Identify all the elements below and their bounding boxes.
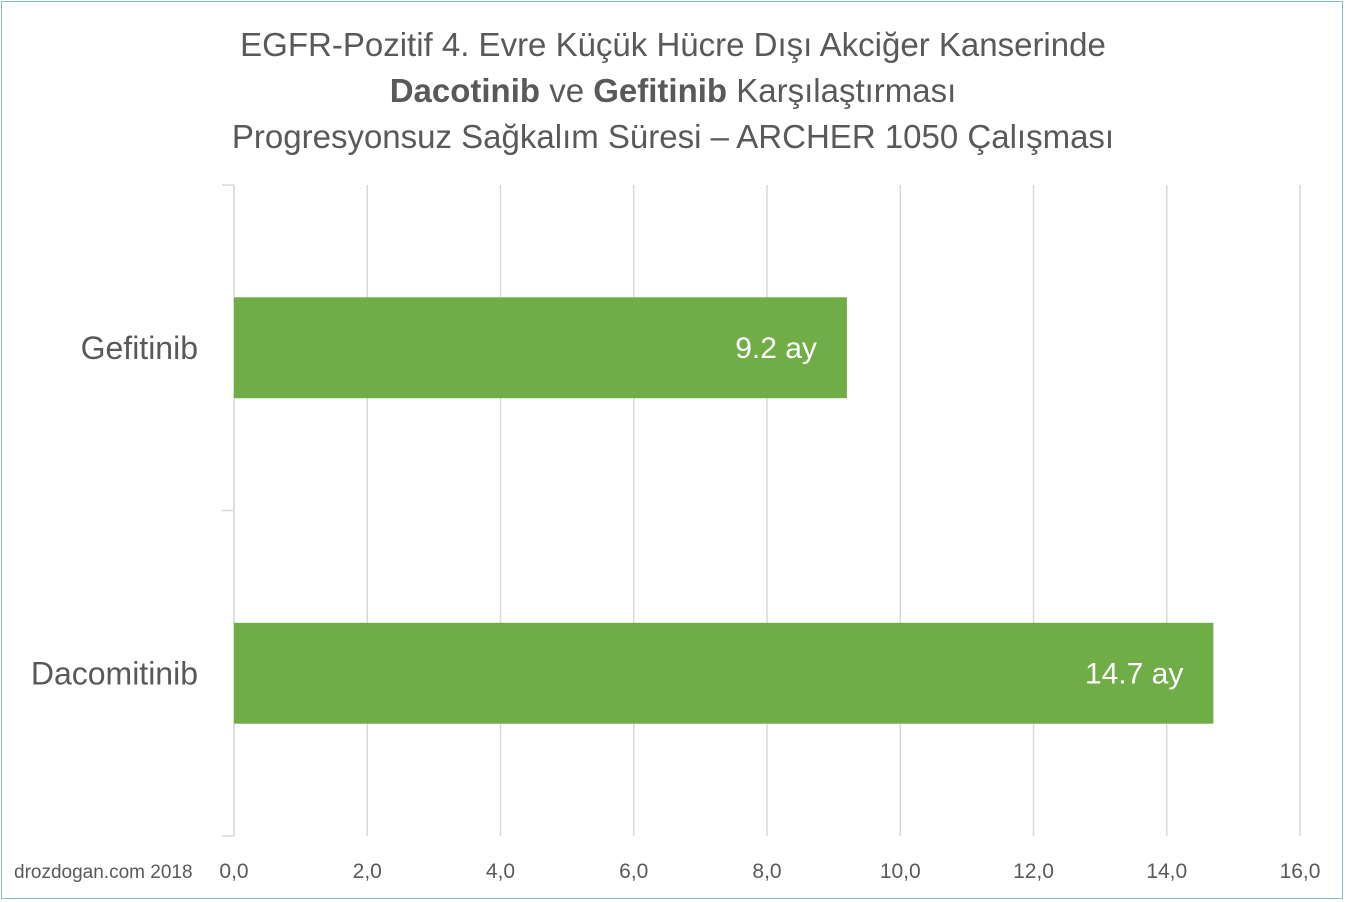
x-tick-label: 6,0 (619, 860, 648, 883)
x-tick-label: 12,0 (1013, 860, 1054, 883)
x-tick-label: 8,0 (752, 860, 781, 883)
title-line-3: Progresyonsuz Sağkalım Süresi – ARCHER 1… (231, 118, 1115, 155)
x-tick-label: 10,0 (880, 860, 921, 883)
title-line-1: EGFR-Pozitif 4. Evre Küçük Hücre Dışı Ak… (240, 26, 1106, 63)
credit-text: drozdogan.com 2018 (14, 862, 193, 883)
title-line-2: Dacotinib ve Gefitinib Karşılaştırması (0, 68, 1346, 114)
x-tick-label: 4,0 (486, 860, 515, 883)
category-label: Dacomitinib (31, 655, 198, 691)
x-tick-label: 14,0 (1146, 860, 1187, 883)
category-label: Gefitinib (81, 330, 198, 366)
title-drug-a: Dacotinib (389, 72, 541, 109)
x-tick-label: 16,0 (1280, 860, 1321, 883)
title-drug-b: Gefitinib (593, 72, 728, 109)
data-label: 14.7 ay (1085, 657, 1183, 690)
x-tick-label: 0,0 (219, 860, 248, 883)
x-tick-label: 2,0 (353, 860, 382, 883)
bar-gefitinib (234, 297, 847, 399)
bar-dacomitinib (234, 622, 1214, 724)
data-label: 9.2 ay (735, 332, 817, 365)
chart-title: EGFR-Pozitif 4. Evre Küçük Hücre Dışı Ak… (0, 22, 1346, 160)
title-connector: ve (540, 72, 594, 109)
title-comparison: Karşılaştırması (727, 72, 957, 109)
